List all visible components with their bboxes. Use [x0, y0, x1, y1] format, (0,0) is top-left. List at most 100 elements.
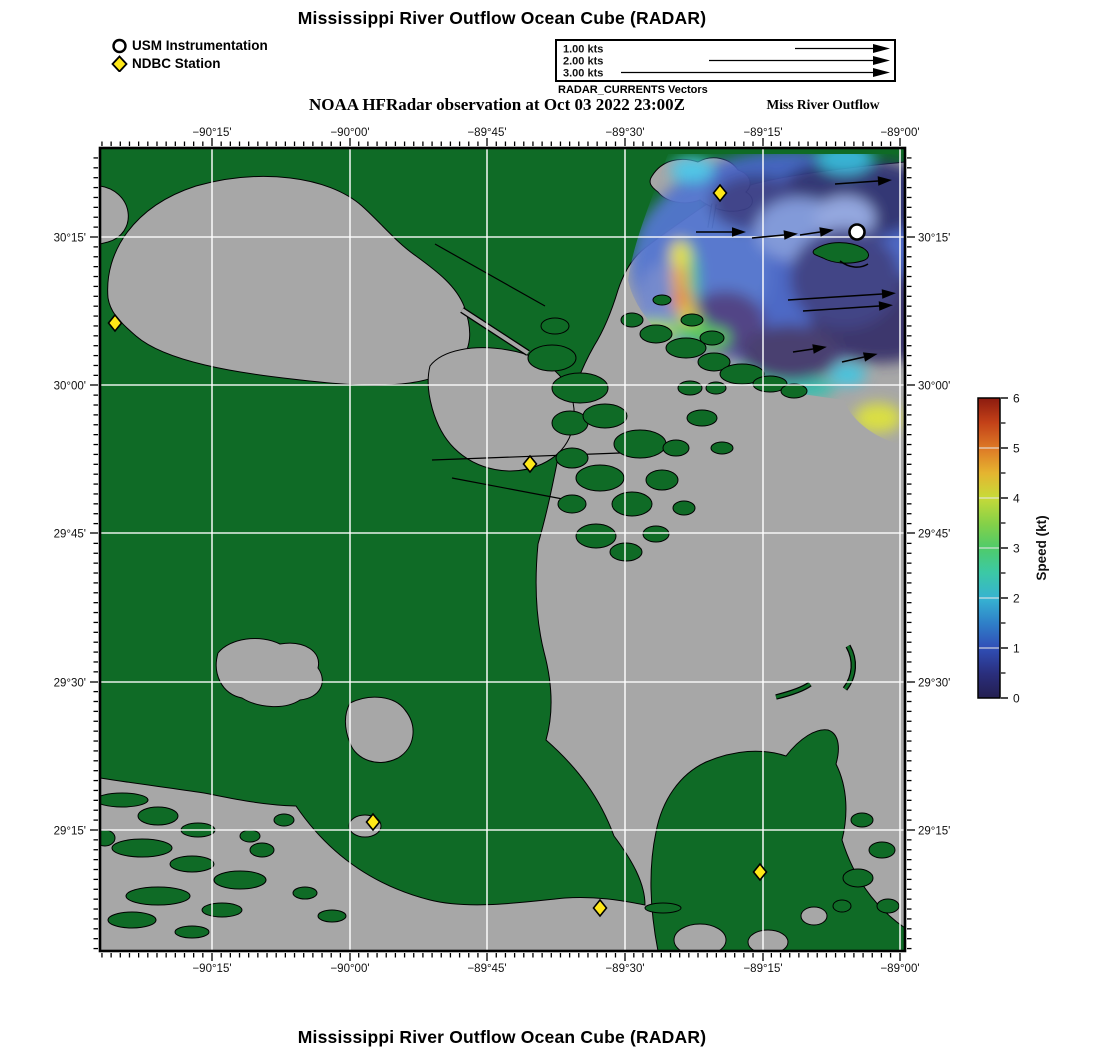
- lon-tick-label-bottom: −90°00': [330, 963, 369, 975]
- delta-bay: [800, 906, 828, 926]
- graticule-gridlines: [100, 148, 905, 951]
- ndbc-station-marker: [107, 313, 123, 333]
- chandeleur-islands: [775, 644, 856, 700]
- current-vector-tail: [751, 234, 785, 239]
- current-vector-head: [877, 176, 892, 186]
- inland-pond: [345, 696, 414, 763]
- radar-speed-field: [630, 154, 905, 433]
- colorbar-tick-label: 6: [1013, 392, 1020, 406]
- lon-tick-label-bottom: −89°00': [880, 963, 919, 975]
- legend-item-ndbc: NDBC Station: [111, 55, 268, 72]
- colorbar-tick-label: 0: [1013, 692, 1020, 706]
- lat-tick-label-right: 30°15': [918, 233, 950, 245]
- current-vector-head: [732, 227, 746, 237]
- bottom-title: Mississippi River Outflow Ocean Cube (RA…: [297, 1027, 707, 1047]
- station-markers: [107, 183, 866, 918]
- lat-tick-label-right: 29°30': [918, 678, 950, 690]
- lake-pontchartrain: [107, 175, 471, 386]
- current-vector-head: [783, 230, 798, 240]
- colorbar-tick-label: 2: [1013, 592, 1020, 606]
- lake-maurepas: [100, 185, 129, 245]
- lat-tick-label-left: 29°15': [54, 826, 86, 838]
- lon-tick-label-top: −89°00': [880, 127, 919, 139]
- colorbar: 0 1 2 3 4 5 6 Speed (kt): [977, 392, 1049, 706]
- vector-scale-label-3: 3.00 kts: [563, 68, 603, 80]
- land-delta: [650, 729, 905, 951]
- lon-tick-label-bottom: −89°15': [743, 963, 782, 975]
- lon-tick-label-top: −89°15': [743, 127, 782, 139]
- canal: [434, 243, 546, 307]
- coastal-islands: [100, 792, 900, 939]
- lon-tick-label-top: −89°30': [605, 127, 644, 139]
- colorbar-tick-label: 5: [1013, 442, 1020, 456]
- ndbc-station-marker: [712, 183, 728, 203]
- current-vector-tail: [792, 348, 814, 353]
- island-hook: [839, 260, 869, 268]
- delta-bay: [673, 923, 727, 951]
- top-title: Mississippi River Outflow Ocean Cube (RA…: [297, 8, 707, 28]
- vector-scale-label-1: 1.00 kts: [563, 44, 603, 56]
- lon-tick-label-top: −90°00': [330, 127, 369, 139]
- legend-item-usm: USM Instrumentation: [111, 37, 268, 54]
- map-canvas: [90, 138, 915, 961]
- current-vector-tail: [802, 305, 880, 312]
- current-vector-head: [878, 301, 893, 311]
- lat-tick-label-left: 30°15': [54, 233, 86, 245]
- colorbar-border: [977, 397, 1001, 699]
- scale-arrowhead-3: [873, 68, 890, 77]
- lat-tick-label-right: 29°45': [918, 529, 950, 541]
- lat-tick-label-left: 30°00': [54, 381, 86, 393]
- current-vector-head: [862, 352, 878, 362]
- map-figure: −90°15' −90°15' −90°00' −90°00' −89°45' −89°4…: [54, 127, 1049, 975]
- lon-tick-label-top: −90°15': [192, 127, 231, 139]
- lakes: [100, 157, 753, 838]
- current-vector-head: [819, 227, 834, 237]
- ndbc-station-marker: [752, 862, 768, 882]
- usm-instrumentation-marker: [848, 223, 866, 241]
- legend-ndbc-label: NDBC Station: [132, 56, 221, 71]
- inland-lake: [215, 638, 323, 707]
- vector-scale-box: 1.00 kts 2.00 kts 3.00 kts: [555, 39, 896, 82]
- lake-borgne: [427, 347, 575, 472]
- current-vector-head: [812, 344, 827, 354]
- map-border: [98, 146, 907, 953]
- mrgo-canal: [431, 452, 621, 461]
- half-moon-island: [812, 242, 869, 264]
- ndbc-diamond-icon: [111, 55, 128, 72]
- ndbc-station-marker: [365, 812, 381, 832]
- miss-river-outflow-annotation: Miss River Outflow: [766, 97, 880, 112]
- vector-scale-label-2: 2.00 kts: [563, 56, 603, 68]
- usm-circle-icon: [112, 38, 127, 54]
- axis-ticks: [90, 138, 915, 961]
- colorbar-tick-label: 3: [1013, 542, 1020, 556]
- current-vector-tail: [834, 180, 879, 185]
- colorbar-tick-label: 4: [1013, 492, 1020, 506]
- current-vector-tail: [799, 231, 821, 236]
- colorbar-ticks: 0 1 2 3 4 5 6: [979, 392, 1020, 706]
- lat-tick-label-right: 30°00': [918, 381, 950, 393]
- colorbar-axis-label: Speed (kt): [1034, 515, 1049, 580]
- canal: [451, 477, 569, 501]
- lon-tick-label-top: −89°45': [467, 127, 506, 139]
- legend-usm-label: USM Instrumentation: [132, 38, 268, 53]
- marsh-islands: [527, 242, 869, 562]
- lat-tick-label-right: 29°15': [918, 826, 950, 838]
- lon-tick-label-bottom: −89°45': [467, 963, 506, 975]
- ndbc-station-marker: [592, 898, 608, 918]
- lat-tick-label-left: 29°45': [54, 529, 86, 541]
- lat-tick-label-left: 29°30': [54, 678, 86, 690]
- vector-scale-caption: RADAR_CURRENTS Vectors: [558, 84, 708, 96]
- delta-bay: [747, 929, 789, 951]
- observation-subtitle: NOAA HFRadar observation at Oct 03 2022 …: [308, 95, 686, 114]
- colorbar-tick-label: 1: [1013, 642, 1020, 656]
- current-vector-head: [881, 289, 896, 299]
- ndbc-station-marker: [522, 454, 538, 474]
- current-vector-tail: [787, 293, 883, 301]
- current-vector-tail: [841, 356, 865, 363]
- scale-arrowhead-2: [873, 56, 890, 65]
- map-legend: USM Instrumentation NDBC Station: [111, 37, 268, 72]
- lon-tick-label-bottom: −89°30': [605, 963, 644, 975]
- current-vectors: [696, 176, 896, 363]
- vector-scale-arrows: 1.00 kts 2.00 kts 3.00 kts: [563, 44, 890, 80]
